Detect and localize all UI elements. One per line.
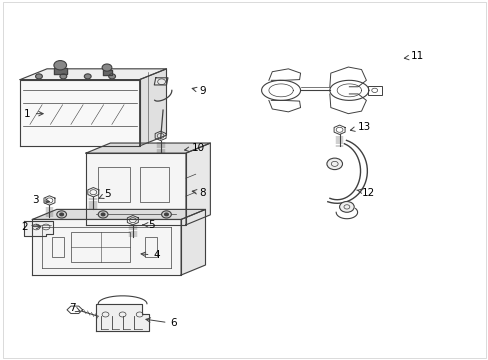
Text: 5: 5 — [142, 220, 155, 230]
Bar — [52, 237, 64, 257]
Polygon shape — [102, 70, 112, 75]
Bar — [98, 167, 130, 202]
Circle shape — [161, 211, 171, 218]
Circle shape — [102, 64, 112, 71]
Polygon shape — [54, 68, 66, 74]
Polygon shape — [185, 143, 210, 225]
Text: 4: 4 — [141, 250, 160, 260]
Bar — [367, 86, 381, 95]
Polygon shape — [20, 80, 140, 146]
Polygon shape — [32, 220, 181, 275]
Polygon shape — [20, 69, 166, 80]
Text: 7: 7 — [69, 303, 80, 314]
Bar — [71, 232, 130, 262]
Polygon shape — [140, 69, 166, 146]
Text: 10: 10 — [184, 143, 204, 153]
Text: 11: 11 — [404, 51, 424, 61]
Circle shape — [57, 211, 66, 218]
Polygon shape — [24, 221, 53, 235]
Bar — [140, 167, 168, 202]
Circle shape — [60, 74, 67, 79]
Polygon shape — [96, 304, 149, 330]
Circle shape — [101, 213, 105, 216]
Text: 6: 6 — [145, 318, 177, 328]
Text: 8: 8 — [192, 188, 206, 198]
Circle shape — [339, 202, 353, 212]
Circle shape — [164, 213, 168, 216]
Polygon shape — [86, 143, 210, 153]
Text: 9: 9 — [192, 86, 206, 96]
Text: 2: 2 — [21, 222, 41, 231]
Polygon shape — [181, 210, 205, 275]
Circle shape — [98, 211, 108, 218]
Polygon shape — [86, 153, 185, 225]
Circle shape — [60, 213, 63, 216]
Bar — [144, 237, 157, 257]
Text: 12: 12 — [356, 188, 375, 198]
Text: 13: 13 — [350, 122, 370, 132]
Polygon shape — [154, 78, 167, 85]
Polygon shape — [32, 210, 205, 220]
Text: 5: 5 — [99, 189, 111, 199]
Circle shape — [326, 158, 342, 170]
Text: 3: 3 — [32, 195, 49, 205]
Text: 1: 1 — [24, 109, 43, 119]
Circle shape — [54, 60, 66, 70]
Circle shape — [108, 74, 115, 79]
Circle shape — [84, 74, 91, 79]
Circle shape — [36, 74, 42, 79]
